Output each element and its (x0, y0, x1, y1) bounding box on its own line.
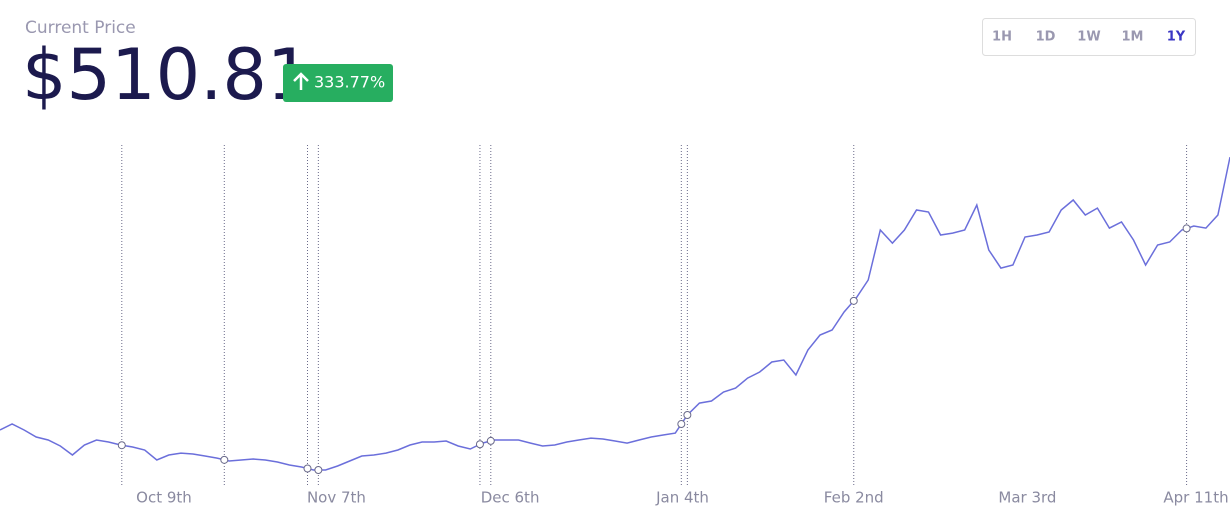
event-marker (486, 436, 495, 445)
range-selector (982, 18, 1196, 56)
x-tick-label: Apr 11th (1163, 489, 1228, 507)
event-marker (677, 420, 686, 429)
x-tick-label: Jan 4th (655, 489, 709, 507)
range-button[interactable]: 1D (1036, 30, 1056, 45)
event-marker (220, 455, 229, 464)
x-tick-label: Mar 3rd (998, 489, 1056, 507)
event-marker (849, 296, 858, 305)
event-marker (117, 441, 126, 450)
event-marker (475, 440, 484, 449)
range-button[interactable]: 1Y (1167, 30, 1186, 45)
x-tick-label: Dec 6th (481, 489, 540, 507)
x-tick-label: Feb 2nd (824, 489, 884, 507)
x-tick-label: Oct 9th (136, 489, 192, 507)
up-arrow (293, 72, 309, 90)
event-marker (314, 466, 323, 474)
event-marker (683, 411, 692, 419)
range-button[interactable]: 1M (1122, 30, 1144, 45)
event-marker (303, 464, 312, 473)
price-label: Current Price (25, 18, 136, 38)
x-tick-label: Nov 7th (307, 489, 366, 507)
price-line (0, 156, 1230, 471)
current-price: $510.81 (22, 34, 311, 116)
range-button[interactable]: 1W (1077, 30, 1100, 45)
change-badge (283, 64, 393, 102)
range-button[interactable]: 1H (992, 30, 1012, 45)
change-percent: 333.77% (314, 73, 385, 92)
event-marker (1182, 224, 1191, 233)
